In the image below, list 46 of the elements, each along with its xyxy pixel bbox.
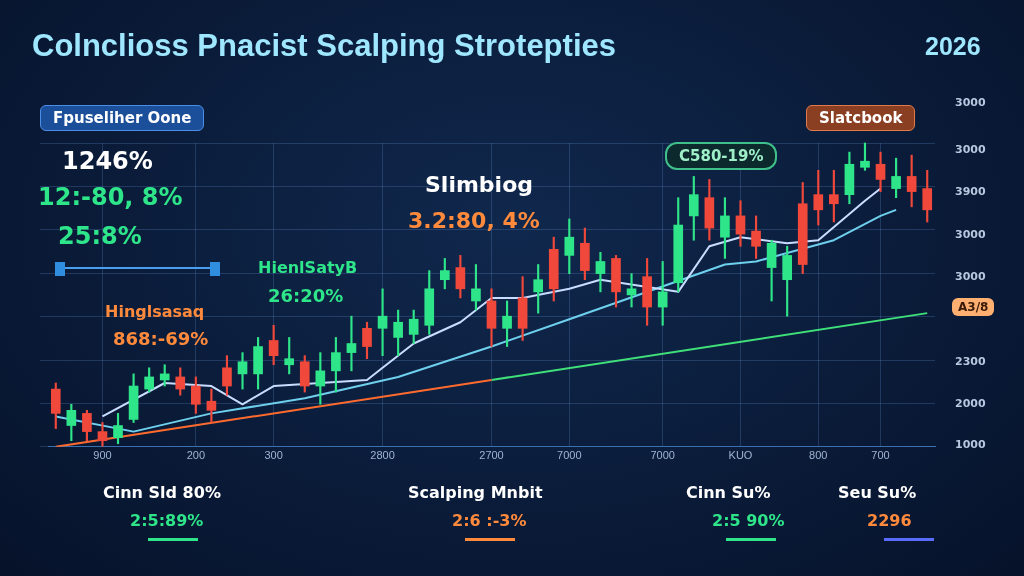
text: Cinn Sld 80%: [103, 483, 221, 502]
annotation: C580-19%: [665, 142, 778, 170]
text: 3000: [955, 228, 986, 241]
x-tick-label: 2800: [370, 449, 395, 462]
text: Seu Su%: [838, 483, 917, 502]
candlestick: [237, 352, 248, 390]
annotation: Slimbiog: [425, 172, 534, 197]
x-tick-label: 800: [809, 449, 828, 462]
annotation: 3.2:80, 4%: [408, 208, 540, 233]
annotation: 25:8%: [58, 222, 142, 250]
annotation: 868:-69%: [113, 328, 209, 349]
x-tick-label: 300: [264, 449, 283, 462]
text: 2296: [867, 511, 912, 530]
x-tick-label: 2700: [479, 449, 504, 462]
x-tick-label: 7000: [650, 449, 675, 462]
text: Cinn Su%: [686, 483, 771, 502]
chart-subtitle: 2026: [925, 32, 981, 61]
candlestick: [377, 288, 388, 356]
candlestick: [626, 273, 637, 308]
text: 3000: [955, 96, 986, 109]
candlestick: [595, 252, 606, 293]
annotation: Hinglsasaq: [105, 302, 205, 321]
x-tick-label: 700: [871, 449, 890, 462]
text: Slatcbook: [806, 105, 916, 131]
x-tick-label: 900: [93, 449, 112, 462]
text: Scalping Mnbit: [408, 483, 543, 502]
text: 2:5:89%: [130, 511, 204, 530]
text: 2300: [955, 355, 986, 368]
text: 3000: [955, 143, 986, 156]
text: 3000: [955, 270, 986, 283]
text: 1000: [955, 438, 986, 451]
candlestick: [346, 315, 357, 372]
x-tick-label: 200: [186, 449, 206, 462]
chart-title: Colnclioss Pnacist Scalping Strotepties: [32, 28, 616, 64]
annotation: HienlSatyB: [258, 258, 358, 277]
text: 2:6 :-3%: [452, 511, 527, 530]
x-tick-label: 7000: [557, 449, 582, 462]
annotation: 26:20%: [268, 285, 344, 306]
text: 2000: [955, 397, 986, 410]
text: 3900: [955, 185, 986, 198]
text: A3/8: [952, 298, 995, 316]
text: 2:5 90%: [712, 511, 785, 530]
annotation: 12:-80, 8%: [38, 183, 183, 211]
text: Fpuseliher Oone: [40, 105, 205, 131]
x-tick-label: KUO: [728, 449, 753, 462]
annotation: 1246%: [62, 147, 153, 175]
